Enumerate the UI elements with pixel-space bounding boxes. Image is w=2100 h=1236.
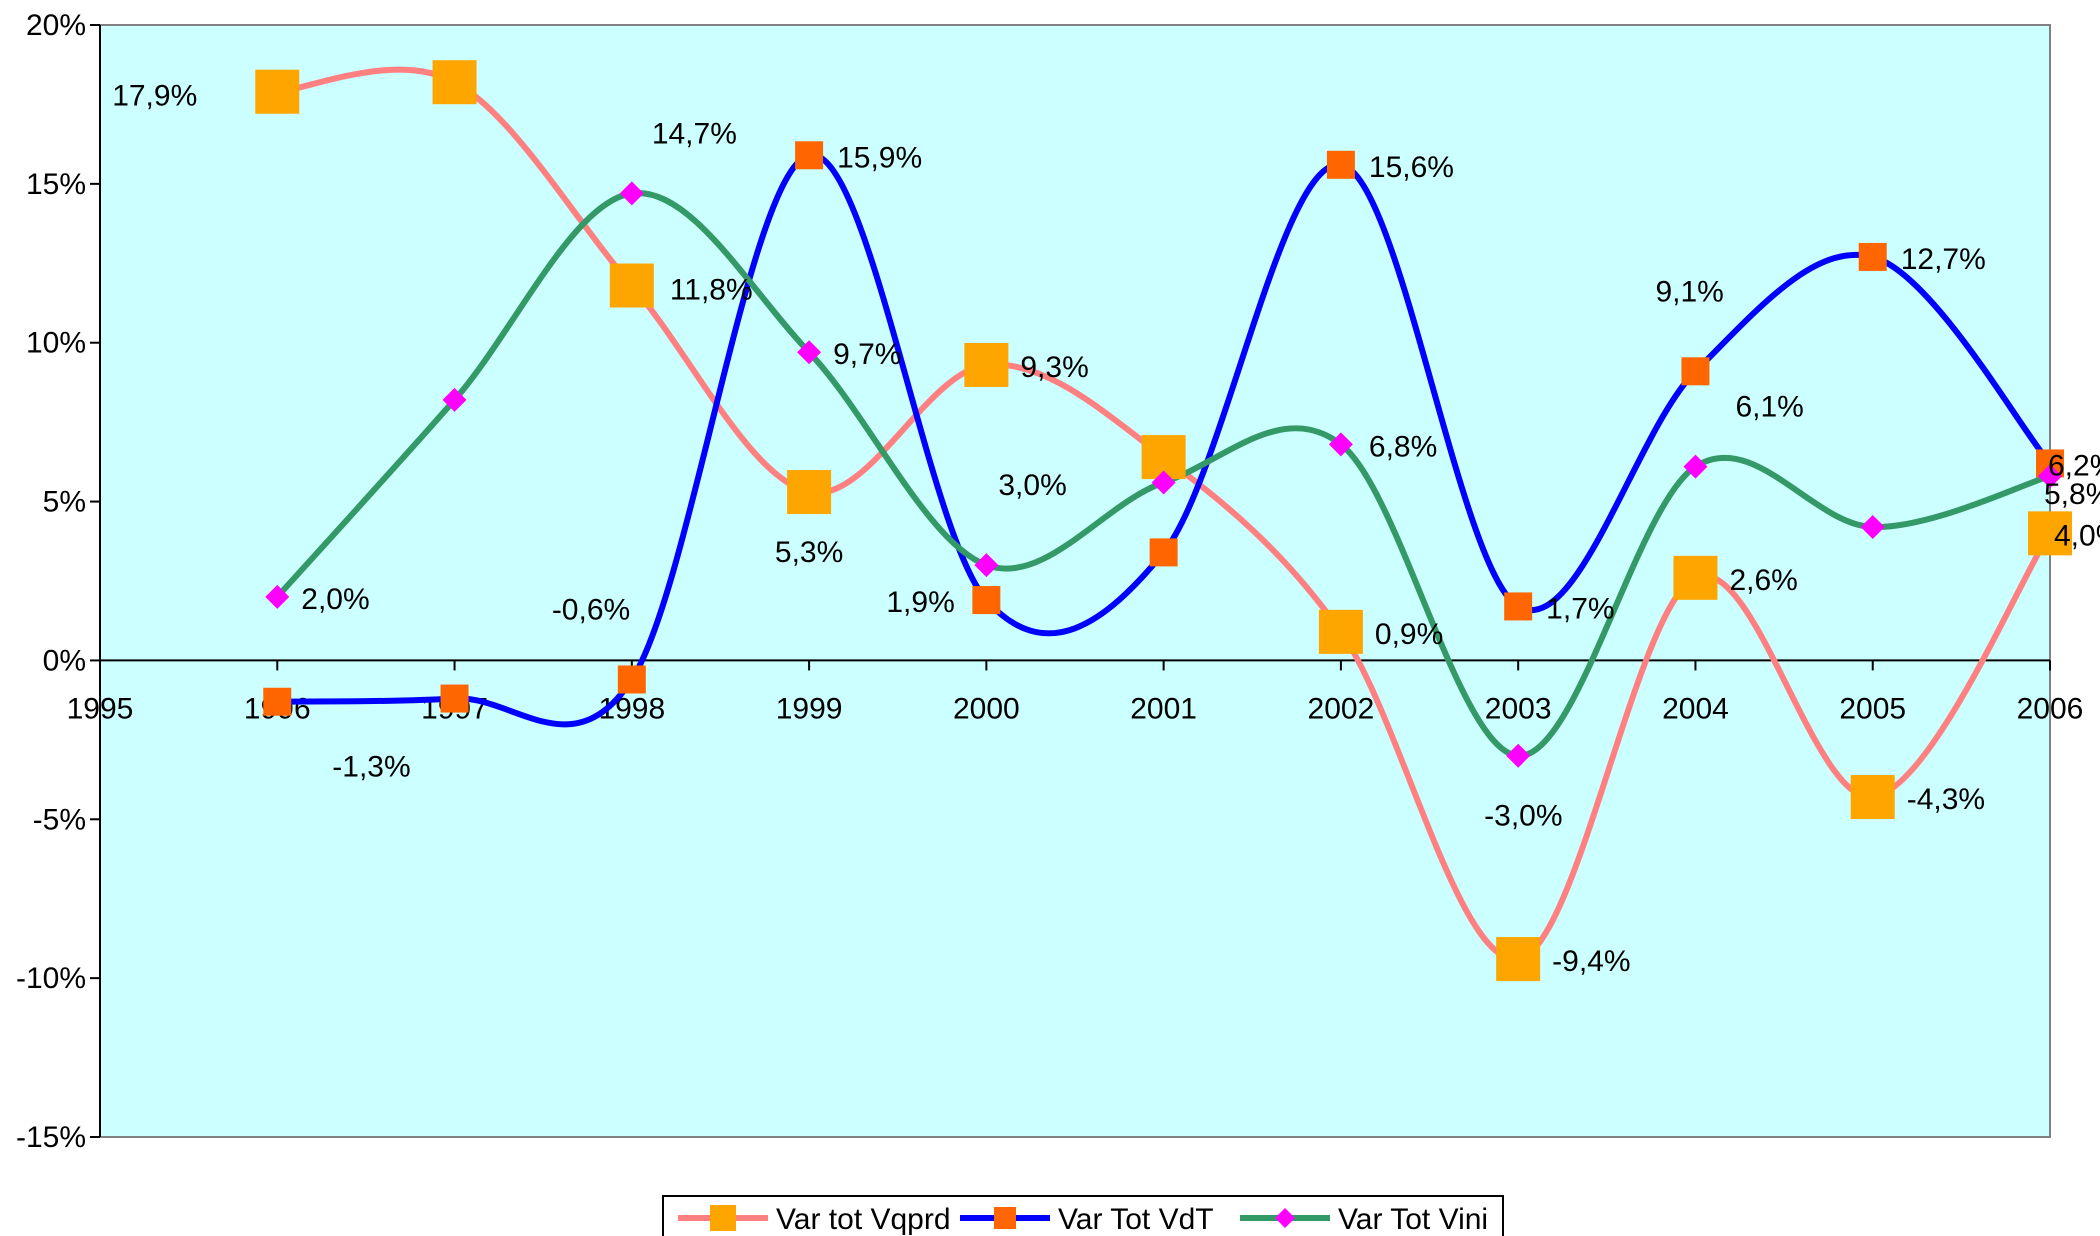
- legend-label-var-tot-vqprd: Var tot Vqprd: [776, 1203, 951, 1236]
- data-label-var-tot-vqprd: 4,0%: [2054, 519, 2100, 552]
- x-tick-label: 2001: [1130, 692, 1197, 725]
- data-label-var-tot-vdt: -0,6%: [552, 593, 630, 626]
- data-label-var-tot-vqprd: 0,9%: [1375, 618, 1443, 651]
- x-tick-label: 1999: [776, 692, 843, 725]
- x-tick-label: 2004: [1662, 692, 1729, 725]
- x-tick-label: 1995: [67, 692, 134, 725]
- data-label-var-tot-vini: 3,0%: [998, 469, 1066, 502]
- data-point-var-tot-vqprd: [964, 342, 1009, 387]
- legend-label-var-tot-vini: Var Tot Vini: [1338, 1203, 1488, 1236]
- data-point-var-tot-vdt: [972, 586, 1001, 615]
- y-tick-label: 15%: [26, 168, 86, 201]
- y-tick-label: -15%: [16, 1121, 86, 1154]
- data-label-var-tot-vdt: 1,9%: [886, 586, 954, 619]
- data-point-var-tot-vdt: [1858, 242, 1887, 271]
- data-label-var-tot-vqprd: 17,9%: [112, 80, 197, 113]
- data-point-var-tot-vqprd: [609, 263, 654, 308]
- data-point-var-tot-vini: [2038, 464, 2062, 489]
- data-point-var-tot-vini: [1328, 432, 1353, 457]
- data-point-var-tot-vini: [265, 584, 290, 609]
- x-tick-label: 2002: [1308, 692, 1375, 725]
- x-tick-label: 2006: [2017, 692, 2084, 725]
- data-label-var-tot-vqprd: 9,3%: [1020, 351, 1088, 384]
- data-label-var-tot-vini: -3,0%: [1484, 800, 1562, 833]
- y-tick-label: 5%: [43, 486, 86, 519]
- data-point-var-tot-vdt: [1149, 538, 1178, 567]
- data-point-var-tot-vini: [442, 387, 467, 412]
- data-label-var-tot-vqprd: 2,6%: [1729, 564, 1797, 597]
- data-point-var-tot-vini: [974, 553, 999, 578]
- data-label-var-tot-vdt: 12,7%: [1901, 243, 1986, 276]
- data-point-var-tot-vqprd: [787, 470, 832, 515]
- data-label-var-tot-vdt: 6,2%: [2048, 449, 2100, 482]
- data-label-var-tot-vdt: 1,7%: [1546, 592, 1614, 625]
- data-point-var-tot-vdt: [1504, 592, 1533, 621]
- data-point-var-tot-vqprd: [1496, 937, 1541, 982]
- data-point-var-tot-vini: [1151, 470, 1176, 495]
- data-point-var-tot-vini: [619, 181, 644, 206]
- data-point-var-tot-vqprd: [2028, 511, 2072, 556]
- data-point-var-tot-vini: [1506, 743, 1531, 768]
- legend-marker-var-tot-vini: [1275, 1208, 1295, 1228]
- plot-area: [99, 24, 2051, 1138]
- y-axis-ticks: 20% 15% 10% 5% 0% -5% -10% -15%: [16, 9, 100, 1154]
- data-point-var-tot-vqprd: [432, 60, 477, 105]
- data-label-var-tot-vqprd: -4,3%: [1907, 783, 1985, 816]
- x-tick-label: 2000: [953, 692, 1020, 725]
- x-tick-label: 2003: [1485, 692, 1552, 725]
- data-label-var-tot-vini: 6,1%: [1735, 391, 1803, 424]
- data-point-var-tot-vdt: [263, 687, 292, 716]
- data-point-var-tot-vdt: [440, 684, 469, 713]
- legend-box: [662, 1195, 1504, 1236]
- data-point-var-tot-vini: [1683, 454, 1708, 479]
- data-point-var-tot-vini: [797, 340, 822, 365]
- data-point-var-tot-vqprd: [1850, 775, 1895, 820]
- y-tick-label: 0%: [43, 644, 86, 677]
- legend-marker-var-tot-vdt: [994, 1207, 1016, 1229]
- data-label-var-tot-vini: 14,7%: [652, 117, 737, 150]
- data-label-var-tot-vdt: 9,1%: [1655, 275, 1723, 308]
- data-point-var-tot-vqprd: [255, 69, 300, 114]
- data-label-var-tot-vdt: 15,6%: [1369, 151, 1454, 184]
- y-tick-label: 10%: [26, 327, 86, 360]
- data-label-var-tot-vdt: 15,9%: [837, 141, 922, 174]
- series-markers: [255, 60, 2072, 982]
- data-label-var-tot-vqprd: -9,4%: [1552, 945, 1630, 978]
- x-tick-label: 2005: [1839, 692, 1906, 725]
- data-point-var-tot-vdt: [617, 665, 646, 694]
- y-tick-label: -5%: [33, 803, 86, 836]
- data-label-var-tot-vdt: -1,3%: [332, 751, 410, 784]
- data-label-var-tot-vini: 2,0%: [301, 583, 369, 616]
- data-point-var-tot-vqprd: [1673, 555, 1718, 600]
- legend-label-var-tot-vdt: Var Tot VdT: [1058, 1203, 1214, 1236]
- data-point-var-tot-vdt: [1681, 357, 1710, 386]
- data-point-var-tot-vdt: [795, 141, 824, 170]
- legend-marker-var-tot-vqprd: [710, 1205, 736, 1231]
- data-label-var-tot-vqprd: 5,3%: [775, 536, 843, 569]
- data-label-var-tot-vini: 5,8%: [2044, 478, 2100, 511]
- data-label-var-tot-vini: 6,8%: [1369, 430, 1437, 463]
- data-point-var-tot-vini: [1860, 514, 1885, 539]
- data-point-var-tot-vdt: [1326, 150, 1355, 179]
- data-point-var-tot-vqprd: [1318, 609, 1363, 654]
- data-label-var-tot-vqprd: 11,8%: [670, 274, 753, 307]
- legend: Var tot Vqprd Var Tot VdT Var Tot Vini: [662, 1195, 1504, 1236]
- data-labels: 17,9% 11,8% 5,3% 9,3% 0,9% -9,4% 2,6% -4,3% 4,0%…: [112, 80, 2100, 978]
- data-label-var-tot-vini: 9,7%: [833, 338, 901, 371]
- y-tick-label: 20%: [26, 9, 86, 42]
- y-tick-label: -10%: [16, 962, 86, 995]
